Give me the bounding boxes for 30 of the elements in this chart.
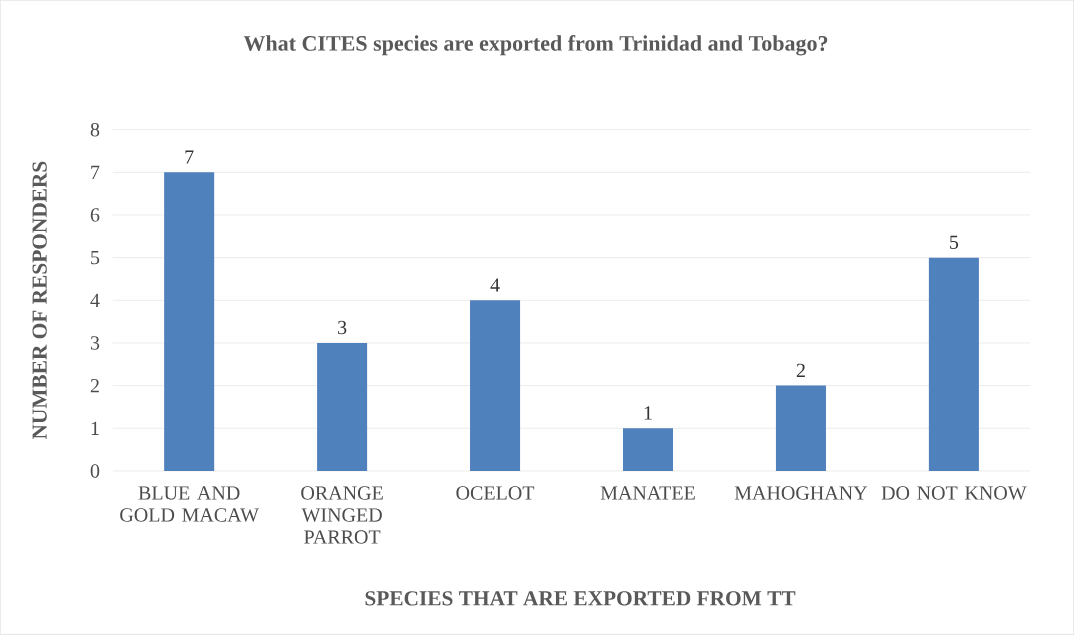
bar [928,257,979,472]
data-label: 7 [185,150,194,164]
y-tick-label: 2 [90,379,99,393]
chart-title: What CITES species are exported from Trinidad and Tobago? [243,35,828,56]
y-tick-label: 1 [91,421,99,436]
x-tick-label: DO NOT KNOW [881,486,1027,501]
y-tick-label: 3 [90,336,100,350]
bar [470,300,521,472]
bar [317,343,368,472]
data-label: 5 [950,235,959,250]
bar [622,428,674,472]
data-label: 1 [644,406,652,420]
data-label: 4 [490,278,500,292]
y-tick-label: 8 [90,123,100,137]
bar [775,385,826,472]
bar [164,172,215,472]
y-tick-label: 7 [91,165,100,180]
x-tick-label: OCELOT [456,486,535,500]
x-axis-title: SPECIES THAT ARE EXPORTED FROM TT [365,591,796,606]
data-label: 3 [338,320,347,335]
y-tick-label: 0 [90,464,100,478]
x-tick-label: MANATEE [600,486,695,500]
y-tick-label: 5 [91,251,100,265]
y-axis-title: NUMBER OF RESPONDERS [32,161,47,440]
y-tick-label: 4 [90,293,100,308]
x-tick-label: ORANGE WINGED PARROT [301,486,383,544]
x-tick-label: MAHOGHANY [734,486,868,500]
y-tick-label: 6 [90,208,100,222]
data-label: 2 [796,363,805,378]
x-tick-label: BLUE AND GOLD MACAW [120,486,259,523]
